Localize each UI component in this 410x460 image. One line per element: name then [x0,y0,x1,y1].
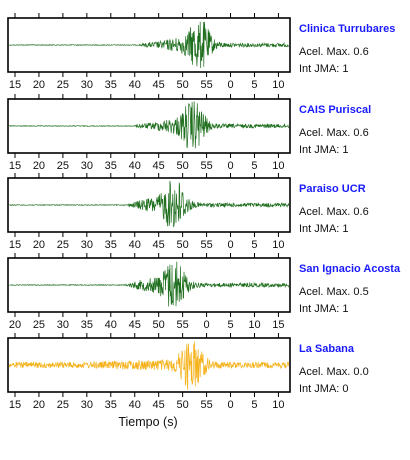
station-name: San Ignacio Acosta [299,263,401,275]
x-tick-label: 35 [81,319,93,331]
x-tick-label: 20 [33,79,45,91]
panel-3: 20 25 30 35 40 45 50 55 0 5 10 15 San Ignacio Acosta… [7,253,401,331]
x-tick-label: 25 [57,239,69,251]
accel-max-label: Acel. Max. 0.6 [299,46,369,58]
jma-intensity-label: Int JMA: 0 [299,383,349,395]
x-tick-label: 35 [105,239,117,251]
station-name: Clinica Turrubares [299,23,395,35]
panel-0: 15 20 25 30 35 40 45 50 55 0 5 10 Clinica Turrubares… [7,13,395,91]
x-tick-label: 50 [153,319,165,331]
x-tick-label: 5 [251,399,257,411]
x-tick-label: 45 [153,160,165,172]
x-tick-label: 45 [129,319,141,331]
x-tick-label: 10 [272,160,284,172]
x-tick-label: 0 [227,79,233,91]
x-tick-label: 55 [200,160,212,172]
station-name: CAIS Puriscal [299,104,371,116]
waveform-trace [8,21,290,69]
accel-max-label: Acel. Max. 0.6 [299,127,369,139]
panel-frame [7,17,291,73]
x-tick-label: 0 [204,319,210,331]
x-tick-label: 25 [57,399,69,411]
x-tick-label: 40 [129,79,141,91]
x-tick-label: 15 [9,399,21,411]
x-tick-label: 55 [177,319,189,331]
accel-max-label: Acel. Max. 0.6 [299,206,369,218]
waveform-trace [8,341,290,390]
x-tick-label: 15 [272,319,284,331]
waveform-trace [9,261,290,307]
x-tick-label: 50 [177,399,189,411]
x-tick-label: 55 [200,399,212,411]
x-tick-label: 0 [227,399,233,411]
x-tick-label: 20 [33,160,45,172]
panel-2: 15 20 25 30 35 40 45 50 55 0 5 10 Paraiso UCR Acel. M… [7,173,369,251]
x-tick-label: 35 [105,79,117,91]
x-tick-label: 45 [153,399,165,411]
x-tick-label: 35 [105,399,117,411]
panel-4: 15 20 25 30 35 40 45 50 55 0 5 10 La Sabana Acel. Max… [7,333,369,411]
x-tick-label: 50 [177,79,189,91]
x-tick-label: 40 [129,160,141,172]
x-tick-label: 0 [227,160,233,172]
x-tick-label: 40 [129,399,141,411]
x-tick-label: 10 [272,239,284,251]
jma-intensity-label: Int JMA: 1 [299,223,349,235]
x-tick-label: 35 [105,160,117,172]
waveform-trace [9,101,290,149]
jma-intensity-label: Int JMA: 1 [299,303,349,315]
jma-intensity-label: Int JMA: 1 [299,63,349,75]
x-tick-label: 30 [81,399,93,411]
x-tick-label: 55 [200,239,212,251]
x-tick-label: 30 [81,79,93,91]
x-tick-label: 30 [81,160,93,172]
x-tick-label: 5 [227,319,233,331]
x-axis-label: Tiempo (s) [118,415,177,429]
x-tick-label: 15 [9,79,21,91]
accel-max-label: Acel. Max. 0.5 [299,286,369,298]
x-tick-label: 25 [33,319,45,331]
x-tick-label: 10 [272,79,284,91]
x-tick-label: 10 [272,399,284,411]
x-tick-label: 20 [9,319,21,331]
panel-frame [7,257,291,313]
x-tick-label: 50 [177,160,189,172]
jma-intensity-label: Int JMA: 1 [299,144,349,156]
x-tick-label: 40 [129,239,141,251]
x-tick-label: 55 [200,79,212,91]
x-tick-label: 50 [177,239,189,251]
panel-1: 15 20 25 30 35 40 45 50 55 0 5 10 CAIS Puriscal Acel.… [7,94,371,172]
x-tick-label: 30 [57,319,69,331]
x-tick-label: 30 [81,239,93,251]
x-tick-label: 25 [57,79,69,91]
x-tick-label: 15 [9,160,21,172]
station-name: La Sabana [299,343,355,355]
x-tick-label: 40 [105,319,117,331]
accel-max-label: Acel. Max. 0.0 [299,366,369,378]
station-name: Paraiso UCR [299,183,366,195]
x-tick-label: 5 [251,160,257,172]
x-tick-label: 25 [57,160,69,172]
x-tick-label: 20 [33,239,45,251]
panel-frame [7,98,291,154]
x-tick-label: 15 [9,239,21,251]
panel-frame [7,177,291,233]
panel-frame [7,337,291,393]
x-tick-label: 10 [248,319,260,331]
x-tick-label: 0 [227,239,233,251]
x-tick-label: 5 [251,239,257,251]
x-tick-label: 20 [33,399,45,411]
waveform-trace [9,180,290,228]
x-tick-label: 5 [251,79,257,91]
x-tick-label: 45 [153,79,165,91]
x-tick-label: 45 [153,239,165,251]
